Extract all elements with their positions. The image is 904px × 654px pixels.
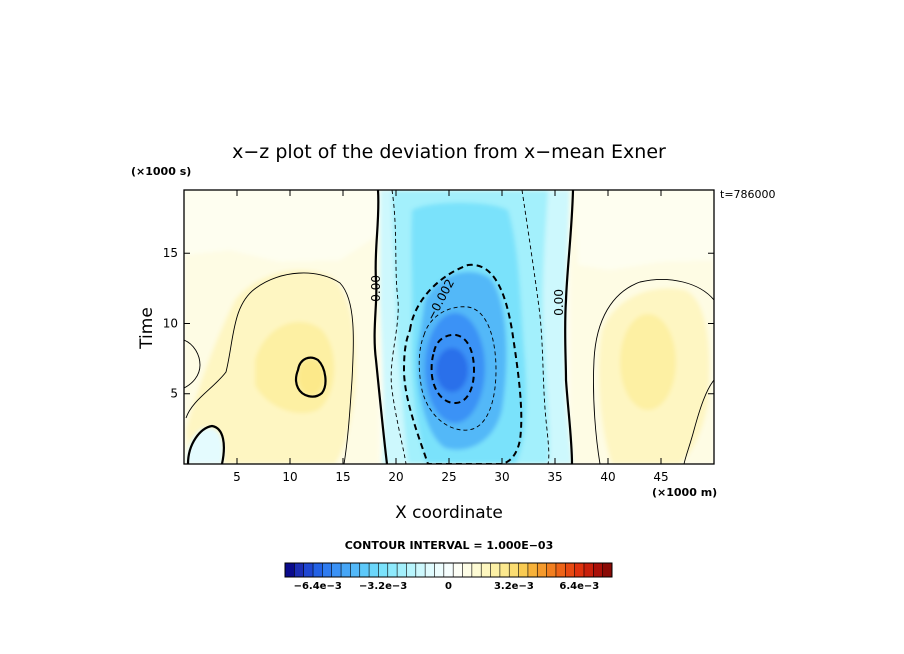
colorbar-cell-14 bbox=[415, 563, 426, 577]
fill-positive-right-inner bbox=[620, 314, 676, 410]
colorbar-cell-17 bbox=[443, 563, 454, 577]
colorbar-cell-30 bbox=[565, 563, 575, 577]
contour-zero-right bbox=[564, 190, 575, 464]
colorbar-cell-24 bbox=[509, 563, 519, 577]
x-axis-unit: (×1000 m) bbox=[652, 486, 717, 499]
colorbar-cell-29 bbox=[555, 563, 566, 577]
contour-neg-1-left bbox=[390, 190, 407, 464]
contour-zero-left bbox=[373, 190, 389, 464]
y-tick-label-0: 5 bbox=[170, 387, 178, 401]
contour-lines bbox=[184, 190, 714, 464]
contour-interval-text: CONTOUR INTERVAL = 1.000E−03 bbox=[345, 539, 554, 552]
contour-neg-1-right bbox=[521, 190, 550, 464]
colorbar-cell-2 bbox=[303, 563, 314, 577]
colorbar-cell-13 bbox=[406, 563, 417, 577]
colorbar-cell-27 bbox=[537, 563, 547, 577]
x-tick-label-1: 10 bbox=[282, 470, 297, 484]
contour-neg-lower-left bbox=[186, 424, 225, 464]
contour-pos-1-right bbox=[593, 279, 714, 464]
colorbar-cell-20 bbox=[471, 563, 482, 577]
colorbar-cell-7 bbox=[350, 563, 361, 577]
contour-label-0: 0.00 bbox=[369, 275, 383, 302]
colorbar-tick-label-2: 0 bbox=[445, 581, 452, 592]
contour-label-text-2: 0.00 bbox=[552, 289, 566, 316]
x-tick-label-5: 30 bbox=[494, 470, 509, 484]
y-axis-unit: (×1000 s) bbox=[131, 165, 191, 178]
y-tick-label-1: 10 bbox=[163, 316, 178, 330]
x-tick-label-8: 45 bbox=[653, 470, 668, 484]
colorbar-cell-28 bbox=[546, 563, 557, 577]
x-tick-label-3: 20 bbox=[388, 470, 403, 484]
contour-pos-1-left bbox=[185, 272, 354, 464]
colorbar-cell-16 bbox=[434, 563, 445, 577]
chart-title: x−z plot of the deviation from x−mean Ex… bbox=[232, 141, 666, 163]
colorbar bbox=[284, 562, 613, 578]
colorbar-cell-4 bbox=[322, 563, 333, 577]
contour-neg-3 bbox=[418, 306, 497, 431]
colorbar-tick-label-0: −6.4e−3 bbox=[294, 581, 342, 592]
filled-contours bbox=[184, 190, 714, 464]
colorbar-cell-34 bbox=[602, 563, 613, 577]
colorbar-cell-10 bbox=[378, 563, 389, 577]
x-tick-label-0: 5 bbox=[233, 470, 241, 484]
colorbar-cell-23 bbox=[499, 563, 510, 577]
colorbar-frame bbox=[284, 562, 613, 578]
colorbar-cell-19 bbox=[462, 563, 473, 577]
colorbar-tick-label-3: 3.2e−3 bbox=[494, 581, 534, 592]
colorbar-cell-26 bbox=[527, 563, 538, 577]
fill-positive-left-core bbox=[298, 359, 324, 395]
colorbar-cell-32 bbox=[583, 563, 594, 577]
contour-pos-2-left bbox=[295, 356, 327, 398]
x-tick-label-4: 25 bbox=[441, 470, 456, 484]
time-label: t=786000 bbox=[720, 188, 776, 201]
colorbar-cell-1 bbox=[294, 563, 304, 577]
colorbar-cell-8 bbox=[359, 563, 370, 577]
contour-pos-1-leftedge bbox=[184, 339, 201, 389]
x-tick-label-2: 15 bbox=[335, 470, 350, 484]
contour-neg-2 bbox=[402, 263, 523, 464]
y-axis-ticks: 5 10 15 bbox=[163, 246, 714, 401]
colorbar-cell-18 bbox=[453, 563, 463, 577]
colorbar-cell-21 bbox=[481, 563, 491, 577]
contour-label-2: 0.00 bbox=[552, 289, 566, 316]
y-axis-label: Time bbox=[137, 307, 157, 350]
colorbar-tick-label-1: −3.2e−3 bbox=[359, 581, 407, 592]
colorbar-cell-22 bbox=[490, 563, 501, 577]
colorbar-cell-15 bbox=[425, 563, 435, 577]
contour-label-text-0: 0.00 bbox=[369, 275, 383, 302]
colorbar-cell-12 bbox=[397, 563, 407, 577]
x-axis-ticks: 5 10 15 20 25 30 35 40 45 bbox=[233, 190, 669, 484]
y-tick-label-2: 15 bbox=[163, 246, 178, 260]
colorbar-cell-33 bbox=[593, 563, 603, 577]
colorbar-cell-5 bbox=[331, 563, 342, 577]
fill-top-right bbox=[574, 190, 714, 270]
colorbar-cell-31 bbox=[574, 563, 585, 577]
colorbar-cell-3 bbox=[313, 563, 323, 577]
colorbar-labels: −6.4e−3 −3.2e−3 0 3.2e−3 6.4e−3 bbox=[294, 581, 600, 592]
x-axis-label: X coordinate bbox=[395, 503, 503, 523]
x-tick-label-7: 40 bbox=[600, 470, 615, 484]
colorbar-cell-9 bbox=[369, 563, 379, 577]
contour-pos-1-right-b bbox=[683, 379, 714, 464]
colorbar-tick-label-4: 6.4e−3 bbox=[559, 581, 599, 592]
colorbar-cell-6 bbox=[341, 563, 351, 577]
fill-negative-core bbox=[436, 348, 468, 392]
fill-top-left bbox=[184, 190, 380, 262]
colorbar-cell-11 bbox=[387, 563, 398, 577]
colorbar-cell-25 bbox=[518, 563, 529, 577]
colorbar-cell-0 bbox=[285, 563, 295, 577]
x-tick-label-6: 35 bbox=[547, 470, 562, 484]
